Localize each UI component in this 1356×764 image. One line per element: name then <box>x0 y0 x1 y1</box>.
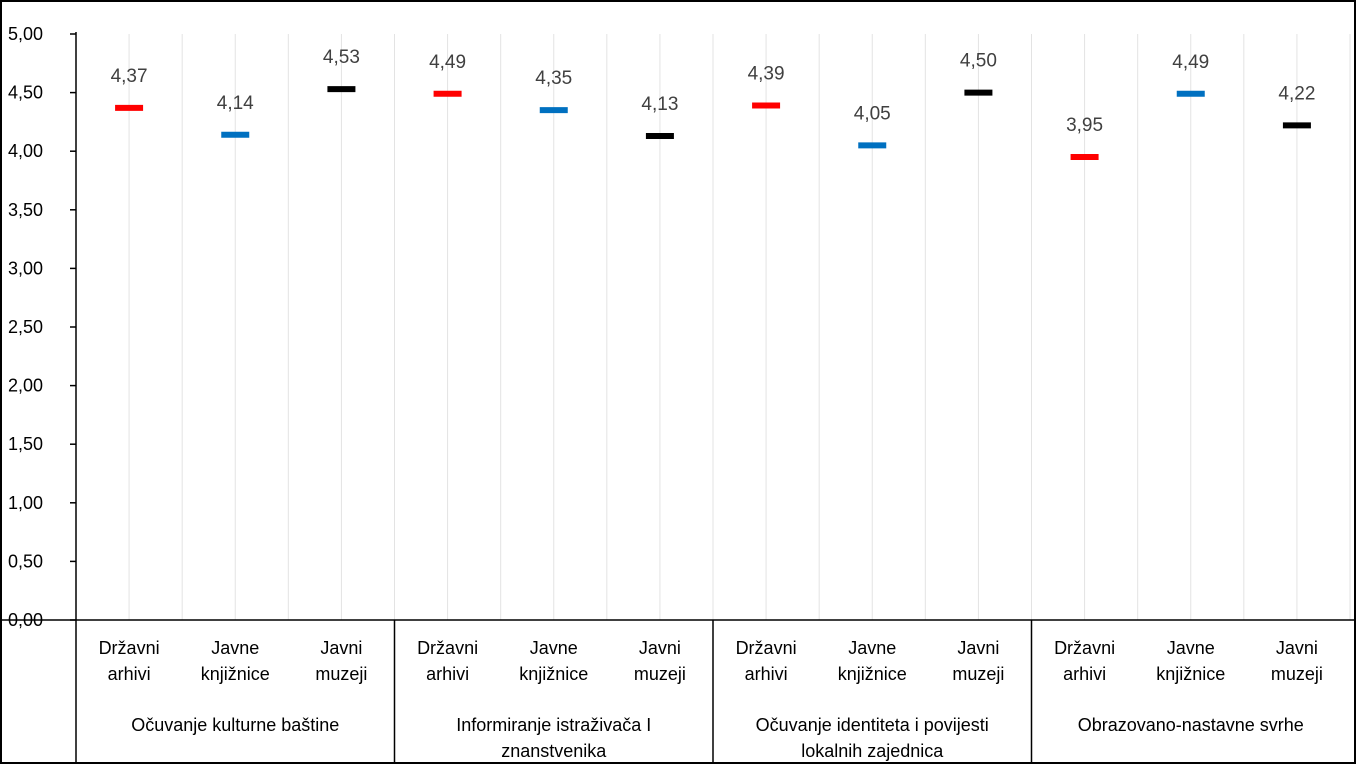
category-label: Javni <box>639 638 681 658</box>
category-label: Državni <box>99 638 160 658</box>
data-label: 4,22 <box>1278 83 1315 104</box>
group-label: Informiranje istraživača I <box>456 715 651 735</box>
data-label: 4,49 <box>1172 52 1209 73</box>
category-label: Javne <box>530 638 578 658</box>
y-tick-label: 2,00 <box>8 376 43 396</box>
group-label: znanstvenika <box>501 741 607 761</box>
group-label: Obrazovano-nastavne svrhe <box>1078 715 1304 735</box>
data-label: 4,13 <box>641 94 678 115</box>
category-label: arhivi <box>108 664 151 684</box>
category-label: Javni <box>1276 638 1318 658</box>
y-tick-label: 4,50 <box>8 83 43 103</box>
category-label: Javne <box>848 638 896 658</box>
y-tick-label: 5,00 <box>8 24 43 44</box>
category-label: knjižnice <box>1156 664 1225 684</box>
y-tick-label: 0,50 <box>8 551 43 571</box>
category-label: Javni <box>320 638 362 658</box>
category-label: knjižnice <box>201 664 270 684</box>
y-tick-label: 3,00 <box>8 258 43 278</box>
category-label: muzeji <box>1271 664 1323 684</box>
group-label: Očuvanje kulturne baštine <box>131 715 339 735</box>
y-tick-label: 1,00 <box>8 493 43 513</box>
data-label: 4,14 <box>217 93 254 114</box>
category-label: knjižnice <box>838 664 907 684</box>
category-label: muzeji <box>315 664 367 684</box>
data-label: 3,95 <box>1066 115 1103 136</box>
category-label: arhivi <box>745 664 788 684</box>
data-label: 4,37 <box>111 66 148 87</box>
category-label: arhivi <box>1063 664 1106 684</box>
data-label: 4,05 <box>854 103 891 124</box>
group-label: lokalnih zajednica <box>801 741 944 761</box>
category-label: Državni <box>417 638 478 658</box>
data-label: 4,35 <box>535 68 572 89</box>
y-tick-label: 3,50 <box>8 200 43 220</box>
group-label: Očuvanje identiteta i povijesti <box>756 715 989 735</box>
category-label: Javni <box>957 638 999 658</box>
data-label: 4,50 <box>960 51 997 72</box>
category-label: Državni <box>736 638 797 658</box>
category-label: Državni <box>1054 638 1115 658</box>
category-label: muzeji <box>952 664 1004 684</box>
category-label: knjižnice <box>519 664 588 684</box>
category-label: Javne <box>1167 638 1215 658</box>
data-label: 4,39 <box>748 63 785 84</box>
data-label: 4,49 <box>429 52 466 73</box>
y-tick-label: 2,50 <box>8 317 43 337</box>
category-label: arhivi <box>426 664 469 684</box>
y-tick-label: 4,00 <box>8 141 43 161</box>
y-tick-label: 1,50 <box>8 434 43 454</box>
category-label: muzeji <box>634 664 686 684</box>
data-label: 4,53 <box>323 47 360 68</box>
category-label: Javne <box>211 638 259 658</box>
